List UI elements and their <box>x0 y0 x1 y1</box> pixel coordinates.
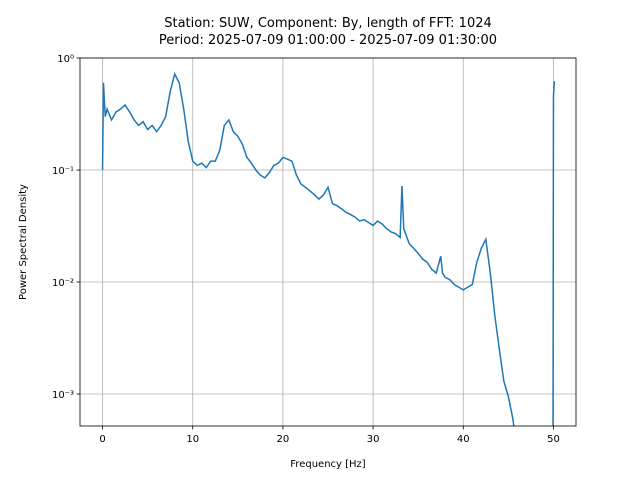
x-tick-label: 20 <box>277 434 290 445</box>
y-axis-label: Power Spectral Density <box>18 184 29 300</box>
chart-subtitle: Period: 2025-07-09 01:00:00 - 2025-07-09… <box>159 33 497 48</box>
y-tick-label: 10⁻³ <box>52 390 74 401</box>
y-tick-label: 10⁻¹ <box>52 166 74 177</box>
y-tick-label: 10⁰ <box>57 54 74 65</box>
x-tick-label: 50 <box>547 434 560 445</box>
x-tick-label: 30 <box>367 434 380 445</box>
x-tick-label: 40 <box>457 434 470 445</box>
x-tick-label: 10 <box>186 434 199 445</box>
x-axis-label: Frequency [Hz] <box>290 459 366 470</box>
data-line <box>101 71 556 426</box>
plot-frame <box>79 57 577 427</box>
x-tick-label: 0 <box>99 434 105 445</box>
y-tick-label: 10⁻² <box>52 278 74 289</box>
chart-title: Station: SUW, Component: By, length of F… <box>164 16 492 31</box>
